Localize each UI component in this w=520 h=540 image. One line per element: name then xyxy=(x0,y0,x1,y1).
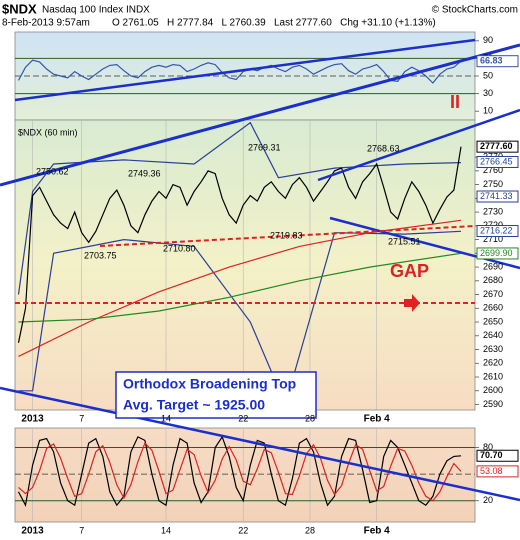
x-tick-label: 28 xyxy=(305,413,315,423)
lower-trendline xyxy=(329,216,520,270)
annotation: 2715.51 xyxy=(388,236,421,246)
y-tick-label: 2670 xyxy=(483,289,503,299)
annotation: 2719.83 xyxy=(270,230,303,240)
y-tick-label: 2610 xyxy=(483,371,503,381)
panel xyxy=(14,31,479,121)
x-tick-label: 7 xyxy=(79,525,84,535)
last-value-label: 2741.33 xyxy=(480,191,513,201)
y-tick-label: 30 xyxy=(483,88,493,98)
annotation: 2749.36 xyxy=(128,168,161,178)
panels xyxy=(14,31,479,523)
y-tick-label: 2650 xyxy=(483,316,503,326)
annotation: II xyxy=(450,92,460,112)
source: © StockCharts.com xyxy=(432,5,518,16)
last-value-box xyxy=(476,449,519,462)
x-tick-label: 28 xyxy=(305,525,315,535)
last-value-label: 2766.45 xyxy=(480,156,513,166)
x-tick-label: 22 xyxy=(238,525,248,535)
annotation: 2768.63 xyxy=(367,143,400,153)
panel xyxy=(14,119,479,411)
y-tick-label: 50 xyxy=(483,70,493,80)
panel-background xyxy=(14,119,476,411)
series-line xyxy=(17,59,462,84)
last-value-box xyxy=(476,155,519,168)
x-tick-label: 14 xyxy=(161,413,171,423)
last-value-box xyxy=(476,225,519,238)
trendlines xyxy=(0,38,520,502)
last-value-label: 53.08 xyxy=(480,466,503,476)
last-value-label: 2716.22 xyxy=(480,225,513,235)
x-tick-label: 7 xyxy=(79,413,84,423)
last-value-box xyxy=(476,465,519,478)
y-tick-label: 2760 xyxy=(483,165,503,175)
annotation: GAP xyxy=(390,261,429,281)
y-tick-label: 20 xyxy=(483,495,493,505)
annotation: 2750.62 xyxy=(36,166,69,176)
last-value-box xyxy=(476,140,519,153)
y-tick-label: 2620 xyxy=(483,358,503,368)
y-tick-label: 2660 xyxy=(483,303,503,313)
upper-broadening-line xyxy=(0,43,520,187)
last-value-label: 2699.90 xyxy=(480,248,513,258)
index-name: Nasdaq 100 Index INDX xyxy=(42,5,150,16)
last-value-label: 2777.60 xyxy=(480,141,513,151)
series-line xyxy=(17,121,462,295)
y-tick-label: 2750 xyxy=(483,179,503,189)
lower-broadening-line xyxy=(0,386,520,502)
x-tick-label: Feb 4 xyxy=(364,526,391,537)
symbol: $NDX xyxy=(2,1,37,16)
series-line xyxy=(18,219,462,357)
y-tick-label: 2600 xyxy=(483,385,503,395)
x-tick-label: 2013 xyxy=(21,414,44,425)
annotation: Avg. Target ~ 1925.00 xyxy=(123,397,265,413)
series-line xyxy=(18,442,462,502)
y-tick-label: 2690 xyxy=(483,261,503,271)
date: 8-Feb-2013 9:57am xyxy=(2,18,90,29)
upper-trendline xyxy=(317,108,520,182)
y-tick-label: 2640 xyxy=(483,330,503,340)
annotation: Orthodox Broadening Top xyxy=(123,376,296,392)
y-tick-label: 2630 xyxy=(483,344,503,354)
gap-arrow xyxy=(404,294,420,312)
x-tick-label: Feb 4 xyxy=(364,414,391,425)
support-line xyxy=(99,225,476,247)
annotation: $NDX (60 min) xyxy=(18,127,78,137)
annotation: 2769.31 xyxy=(248,142,281,152)
y-tick-label: 2590 xyxy=(483,399,503,409)
last-value-box xyxy=(476,247,519,260)
last-value-box xyxy=(476,55,519,68)
quote: O 2761.05 H 2777.84 L 2760.39 Last 2777.… xyxy=(112,18,436,29)
y-tick-label: 2730 xyxy=(483,206,503,216)
last-value-box xyxy=(476,190,519,203)
annotation: 2703.75 xyxy=(84,250,117,260)
y-tick-label: 2710 xyxy=(483,234,503,244)
series-line xyxy=(18,252,462,323)
annotation: 2710.80 xyxy=(163,243,196,253)
series-line xyxy=(17,435,462,508)
x-tick-label: 22 xyxy=(238,413,248,423)
y-tick-label: 10 xyxy=(483,106,493,116)
target-box xyxy=(115,371,317,419)
y-tick-label: 80 xyxy=(483,442,493,452)
last-value-label: 70.70 xyxy=(480,450,503,460)
rsi-trendline xyxy=(14,38,476,102)
last-value-label: 66.83 xyxy=(480,56,503,66)
x-tick-label: 14 xyxy=(161,525,171,535)
y-tick-label: 2680 xyxy=(483,275,503,285)
y-tick-label: 90 xyxy=(483,35,493,45)
series-line xyxy=(17,146,462,343)
x-tick-label: 2013 xyxy=(21,526,44,537)
series-line xyxy=(18,230,462,407)
